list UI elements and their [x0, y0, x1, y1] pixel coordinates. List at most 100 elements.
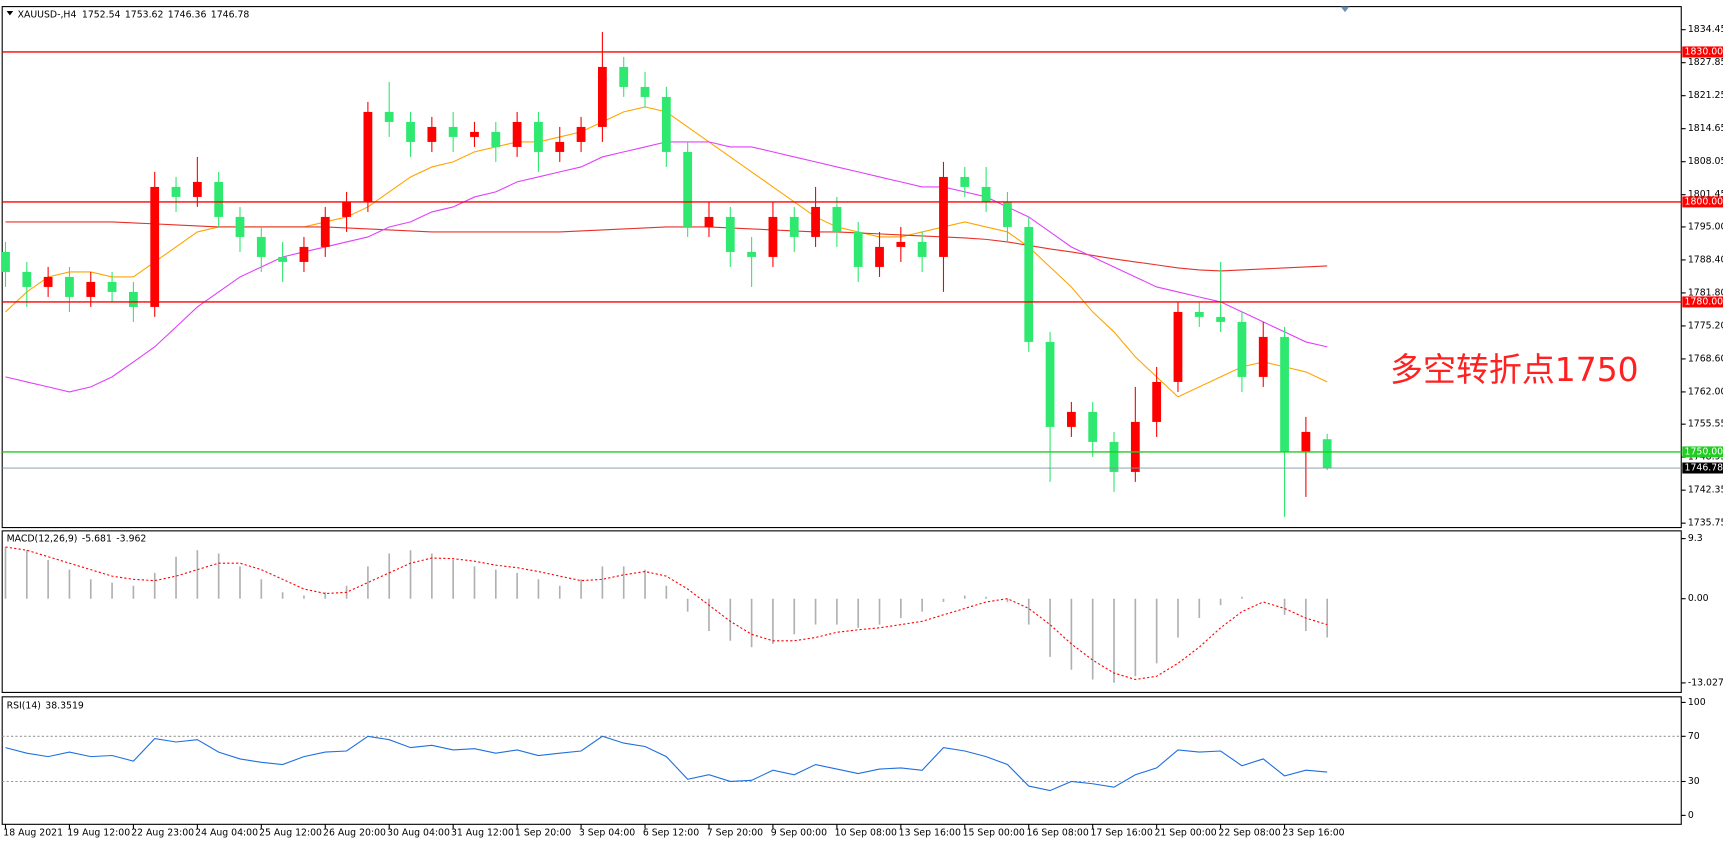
- rsi-panel: [1, 696, 1682, 825]
- x-tick-label: 25 Aug 12:00: [259, 828, 322, 839]
- price-label: 1750.00: [1685, 446, 1723, 457]
- header-low: 1746.36: [168, 9, 207, 20]
- y-tick-label: 1755.55: [1688, 419, 1723, 430]
- candle-body: [640, 86, 650, 97]
- header-high: 1753.62: [125, 9, 164, 20]
- y-tick-label: 30: [1688, 776, 1700, 787]
- candle-body: [470, 131, 479, 137]
- candle-body: [747, 251, 757, 257]
- last-price-box: [1682, 462, 1723, 474]
- y-tick-label: 1808.05: [1688, 156, 1723, 167]
- symbol: XAUUSD-,H4: [18, 9, 77, 20]
- candle-body: [427, 126, 437, 142]
- candle-body: [491, 131, 501, 147]
- candle-body: [384, 111, 394, 122]
- x-tick-label: 31 Aug 12:00: [451, 828, 514, 839]
- x-tick-label: 3 Sep 04:00: [579, 828, 635, 839]
- candle-body: [1, 251, 10, 272]
- y-tick-label: 70: [1688, 731, 1700, 742]
- candle-body: [171, 186, 181, 197]
- x-tick-label: 9 Sep 00:00: [771, 828, 827, 839]
- price-label-box: [1682, 196, 1723, 208]
- candle-body: [129, 291, 138, 307]
- y-tick-label: 9.3: [1688, 533, 1703, 544]
- x-tick-label: 23 Sep 16:00: [1282, 828, 1344, 839]
- x-tick-label: 10 Sep 08:00: [835, 828, 897, 839]
- y-tick-label: 1788.40: [1688, 254, 1723, 265]
- candle-body: [1003, 201, 1012, 227]
- candle-body: [22, 271, 32, 287]
- menu-arrow: [6, 10, 14, 16]
- macd-signal: [5, 546, 1328, 681]
- candle-body: [1045, 341, 1055, 427]
- shift-marker: [1340, 6, 1350, 13]
- x-tick-label: 17 Sep 16:00: [1091, 828, 1153, 839]
- candle-body: [576, 126, 586, 142]
- candle-body: [320, 216, 330, 247]
- main-header: XAUUSD-,H4 1752.54 1753.62 1746.36 1746.78: [18, 9, 250, 20]
- candle-body: [597, 66, 607, 127]
- rsi-value: 38.3519: [45, 700, 84, 711]
- y-tick-label: 1742.35: [1688, 485, 1723, 496]
- candle-body: [917, 241, 927, 257]
- candle-body: [896, 241, 906, 247]
- x-tick-label: 24 Aug 04:00: [195, 828, 258, 839]
- candle-body: [256, 236, 266, 257]
- header-open: 1752.54: [82, 9, 121, 20]
- candle-body: [1088, 411, 1098, 442]
- x-tick-label: 6 Sep 12:00: [643, 828, 699, 839]
- x-tick-label: 22 Sep 08:00: [1218, 828, 1280, 839]
- x-tick-label: 19 Aug 12:00: [67, 828, 130, 839]
- price-label-box: [1682, 296, 1723, 308]
- macd-value: -5.681: [82, 533, 112, 544]
- candle-body: [1216, 316, 1226, 322]
- candle-body: [363, 111, 373, 202]
- annotation: 多空转折点1750: [1390, 350, 1639, 389]
- candle-body: [235, 216, 245, 237]
- candle-body: [981, 186, 991, 202]
- rsi-header: RSI(14) 38.3519: [7, 700, 84, 711]
- candle-body: [1237, 321, 1247, 377]
- y-tick-label: 0.00: [1688, 593, 1709, 604]
- y-tick-label: 1827.85: [1688, 57, 1723, 68]
- rsi-title: RSI(14): [7, 700, 41, 711]
- candle-body: [107, 281, 117, 292]
- candle-body: [661, 96, 671, 152]
- candle-body: [683, 151, 693, 227]
- candle-body: [555, 141, 565, 152]
- moving-average: [5, 221, 1328, 272]
- y-tick-label: 1821.25: [1688, 90, 1723, 101]
- y-tick-label: 1801.45: [1688, 189, 1723, 200]
- y-tick-label: 1735.75: [1688, 518, 1723, 529]
- candle-body: [1173, 311, 1183, 382]
- x-tick-label: 15 Sep 00:00: [963, 828, 1025, 839]
- x-tick-label: 16 Sep 08:00: [1027, 828, 1089, 839]
- macd-panel: [1, 530, 1682, 693]
- last-price-label: 1746.78: [1685, 463, 1723, 474]
- price-label: 1800.00: [1685, 196, 1723, 207]
- price-label: 1830.00: [1685, 46, 1723, 57]
- y-tick-label: 100: [1688, 697, 1706, 708]
- x-tick-label: 22 Aug 23:00: [131, 828, 194, 839]
- macd-signal-value: -3.962: [116, 533, 146, 544]
- candle-body: [1280, 336, 1289, 452]
- candle-body: [86, 281, 96, 297]
- macd-header: MACD(12,26,9) -5.681 -3.962: [7, 533, 147, 544]
- x-tick-label: 26 Aug 20:00: [323, 828, 386, 839]
- candle-body: [214, 181, 224, 217]
- candle-body: [832, 206, 842, 232]
- x-tick-label: 18 Aug 2021: [3, 828, 63, 839]
- candle-body: [1109, 441, 1119, 472]
- candle-body: [1322, 439, 1332, 469]
- x-tick-label: 13 Sep 16:00: [899, 828, 961, 839]
- macd-title: MACD(12,26,9): [7, 533, 78, 544]
- candle-body: [43, 276, 53, 287]
- x-tick-label: 21 Sep 00:00: [1154, 828, 1216, 839]
- candle-body: [811, 206, 820, 237]
- price-label: 1780.00: [1685, 296, 1723, 307]
- y-tick-label: 1768.60: [1688, 353, 1723, 364]
- candle-body: [875, 246, 884, 267]
